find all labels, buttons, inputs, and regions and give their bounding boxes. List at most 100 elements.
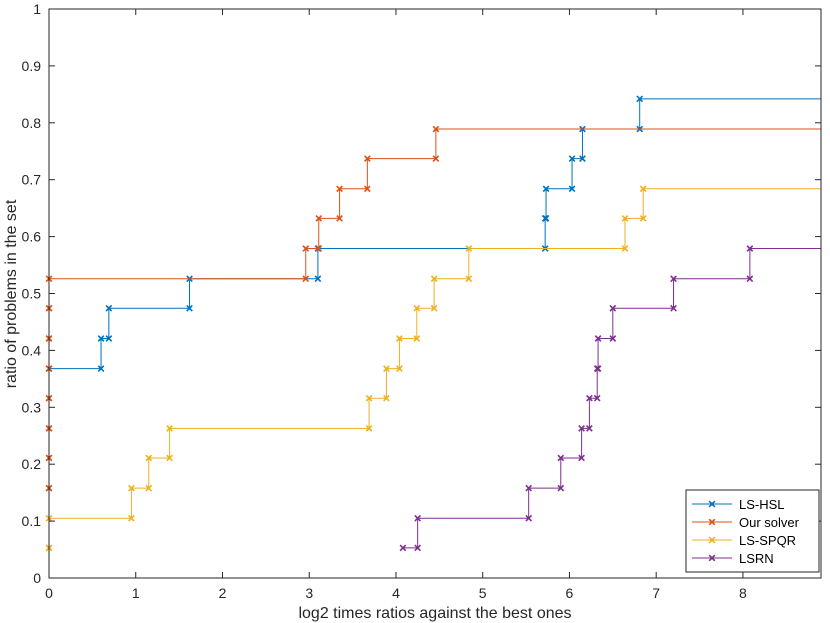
series-ls-spqr bbox=[45, 185, 821, 552]
data-point-marker bbox=[430, 304, 438, 312]
data-point-marker bbox=[465, 245, 473, 252]
legend-item: LS-HSL bbox=[692, 497, 785, 512]
data-point-marker bbox=[365, 394, 373, 402]
data-point-marker bbox=[621, 245, 629, 252]
data-point-marker bbox=[302, 275, 310, 283]
y-tick-label: 0.8 bbox=[22, 115, 42, 131]
data-point-marker bbox=[557, 484, 565, 492]
data-point-marker bbox=[413, 304, 421, 312]
data-point-marker bbox=[542, 215, 550, 222]
data-point-marker bbox=[621, 215, 629, 222]
data-point-marker bbox=[97, 365, 105, 372]
data-point-marker bbox=[97, 335, 105, 342]
data-point-marker bbox=[430, 275, 438, 283]
data-point-marker bbox=[708, 554, 716, 562]
data-point-marker bbox=[414, 514, 422, 522]
data-point-marker bbox=[578, 424, 585, 432]
data-point-marker bbox=[166, 454, 173, 462]
data-point-marker bbox=[365, 424, 373, 432]
legend: LS-HSL Our solver LS-SPQR LSRN bbox=[685, 489, 820, 573]
data-point-marker bbox=[396, 365, 403, 372]
data-point-marker bbox=[636, 95, 644, 103]
data-point-marker bbox=[315, 245, 323, 252]
data-point-marker bbox=[586, 424, 593, 432]
data-point-marker bbox=[399, 544, 407, 552]
data-point-marker bbox=[145, 454, 153, 462]
y-tick-label: 0.7 bbox=[22, 172, 42, 188]
y-tick-label: 0.3 bbox=[22, 399, 42, 415]
data-point-marker bbox=[465, 275, 473, 283]
legend-item: Our solver bbox=[692, 515, 800, 530]
data-point-marker bbox=[315, 215, 323, 222]
data-point-marker bbox=[708, 518, 716, 526]
y-tick-label: 0.2 bbox=[22, 456, 42, 472]
x-axis-label: log2 times ratios against the best ones bbox=[298, 605, 571, 622]
data-point-marker bbox=[525, 484, 533, 492]
x-tick-label: 7 bbox=[652, 585, 660, 601]
series-line bbox=[402, 248, 821, 549]
data-point-marker bbox=[128, 514, 135, 522]
data-point-marker bbox=[609, 335, 617, 342]
data-point-marker bbox=[383, 394, 390, 402]
data-point-marker bbox=[593, 394, 601, 402]
y-tick-label: 0 bbox=[33, 570, 41, 586]
data-point-marker bbox=[586, 394, 593, 402]
data-point-marker bbox=[579, 155, 586, 163]
data-point-marker bbox=[336, 185, 343, 193]
legend-label: Our solver bbox=[739, 515, 800, 530]
data-point-marker bbox=[568, 155, 576, 163]
data-point-marker bbox=[128, 484, 135, 492]
data-point-marker bbox=[708, 500, 716, 508]
data-point-marker bbox=[186, 304, 193, 312]
y-tick-label: 0.1 bbox=[22, 513, 42, 529]
data-point-marker bbox=[363, 155, 371, 163]
legend-label: LS-HSL bbox=[739, 497, 785, 512]
series-lsrn bbox=[399, 245, 821, 552]
data-point-marker bbox=[105, 304, 113, 312]
y-tick-label: 0.5 bbox=[22, 286, 42, 302]
data-point-marker bbox=[396, 335, 403, 342]
x-tick-label: 8 bbox=[739, 585, 747, 601]
data-point-marker bbox=[336, 215, 343, 222]
data-point-marker bbox=[105, 335, 113, 342]
data-point-marker bbox=[708, 536, 716, 544]
data-point-marker bbox=[746, 245, 754, 252]
x-tick-label: 5 bbox=[479, 585, 487, 601]
data-point-marker bbox=[639, 185, 647, 193]
data-point-marker bbox=[525, 514, 533, 522]
data-point-marker bbox=[670, 275, 677, 283]
y-axis-label: ratio of problems in the set bbox=[3, 199, 20, 388]
data-point-marker bbox=[670, 304, 677, 312]
data-point-marker bbox=[609, 304, 617, 312]
legend-label: LS-SPQR bbox=[739, 533, 796, 548]
data-point-marker bbox=[542, 185, 550, 193]
legend-item: LSRN bbox=[692, 551, 774, 566]
data-point-marker bbox=[557, 454, 565, 462]
x-tick-label: 4 bbox=[392, 585, 400, 601]
data-point-marker bbox=[363, 185, 371, 193]
data-point-marker bbox=[746, 275, 754, 283]
x-tick-label: 1 bbox=[132, 585, 140, 601]
data-point-marker bbox=[166, 424, 173, 432]
data-point-marker bbox=[413, 335, 421, 342]
y-tick-label: 1 bbox=[33, 1, 41, 17]
series-line bbox=[49, 98, 821, 370]
data-point-marker bbox=[432, 155, 440, 163]
data-point-marker bbox=[432, 125, 440, 133]
x-tick-label: 3 bbox=[305, 585, 313, 601]
y-tick-label: 0.9 bbox=[22, 58, 42, 74]
data-point-marker bbox=[145, 484, 153, 492]
data-point-marker bbox=[594, 365, 602, 372]
x-tick-label: 0 bbox=[45, 585, 53, 601]
data-point-marker bbox=[302, 245, 310, 252]
data-point-marker bbox=[578, 454, 585, 462]
data-point-marker bbox=[314, 275, 322, 283]
legend-item: LS-SPQR bbox=[692, 533, 796, 548]
data-point-marker bbox=[383, 365, 390, 372]
x-tick-label: 2 bbox=[219, 585, 227, 601]
y-tick-label: 0.6 bbox=[22, 229, 42, 245]
legend-label: LSRN bbox=[739, 551, 774, 566]
data-point-marker bbox=[414, 544, 422, 552]
data-point-marker bbox=[568, 185, 576, 193]
